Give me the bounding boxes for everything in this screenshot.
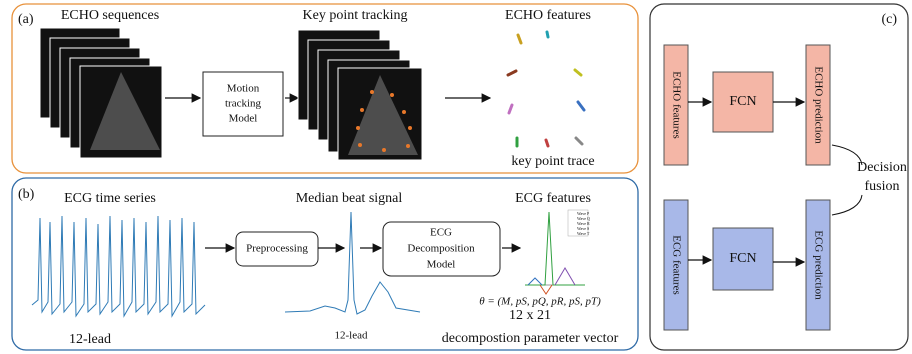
box-text: ECG: [430, 227, 452, 239]
ecg-signal: [32, 216, 205, 316]
formula: θ = (M, pS, pQ, pR, pS, pT): [479, 296, 601, 308]
box-text: ECG features: [670, 235, 682, 295]
fusion-text: Decision: [857, 160, 907, 175]
box-text: tracking: [225, 98, 262, 110]
legend-entry: Wave T: [577, 231, 590, 236]
box-text: ECG prediction: [812, 230, 824, 300]
fusion-curve: [832, 145, 862, 215]
box-text: Decomposition: [407, 243, 475, 255]
title: Key point tracking: [303, 8, 408, 23]
title: Median beat signal: [296, 191, 403, 206]
fusion-text: fusion: [865, 179, 900, 194]
box-text: ECHO prediction: [812, 66, 824, 144]
box-text: Model: [229, 113, 258, 125]
box-text: Preprocessing: [246, 243, 308, 255]
panel-c: [650, 4, 908, 350]
caption: 12-lead: [335, 330, 368, 342]
caption: decompostion parameter vector: [442, 331, 619, 346]
panel-label: (a): [18, 12, 34, 27]
title: ECHO sequences: [61, 8, 159, 23]
caption: 12-lead: [69, 332, 111, 347]
title: ECG features: [515, 191, 591, 206]
echo-stack: [40, 28, 162, 158]
caption: 12 x 21: [509, 308, 551, 323]
title: ECG time series: [64, 191, 156, 206]
box-text: Model: [427, 259, 456, 271]
title: ECHO features: [505, 8, 591, 23]
figure: (a) ECHO sequences Motion tracking Model…: [0, 0, 912, 354]
box-text: ECHO features: [670, 71, 682, 139]
box-text: FCN: [729, 94, 756, 109]
panel-label: (b): [18, 187, 35, 202]
trace-blobs: [508, 32, 584, 146]
box-text: Motion: [227, 83, 260, 95]
panel-label: (c): [881, 12, 897, 27]
box-text: FCN: [729, 251, 756, 266]
tracking-stack: [298, 30, 422, 160]
caption: key point trace: [511, 154, 594, 169]
